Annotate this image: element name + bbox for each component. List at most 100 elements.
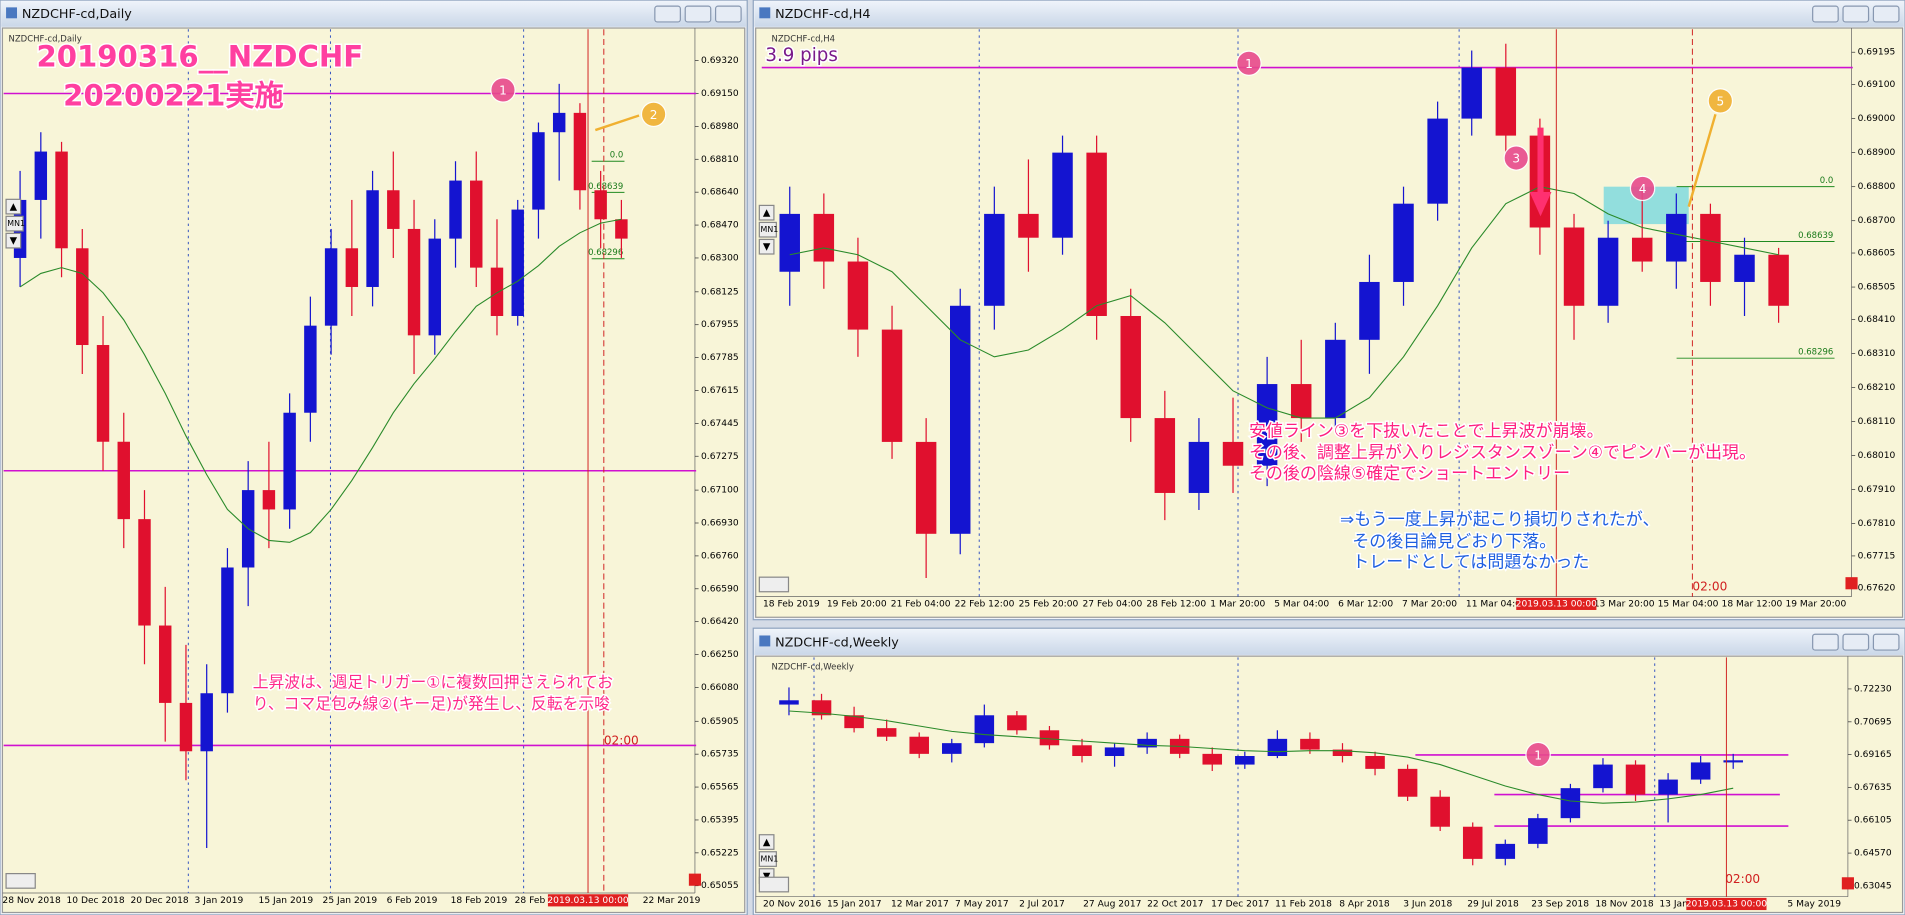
candle-body [55, 151, 68, 249]
y-tick-label: 0.67100 [701, 486, 739, 496]
y-tick-label: 0.66105 [1854, 816, 1892, 826]
window-button[interactable] [1842, 633, 1870, 651]
symbol-label: NZDCHF-cd,Daily [9, 34, 82, 44]
title-bar [754, 629, 1904, 655]
marker-circle [490, 77, 516, 103]
window-button[interactable] [654, 5, 681, 23]
symbol-label: NZDCHF-cd,H4 [771, 34, 835, 44]
title-bar [1, 1, 746, 27]
candle-body [1593, 764, 1613, 789]
window-button[interactable] [684, 5, 712, 23]
x-tick-label: 19 Feb 20:00 [827, 599, 887, 609]
scroll-up-button[interactable] [758, 834, 775, 850]
y-tick-label: 0.65055 [701, 881, 739, 891]
candle-body [1188, 441, 1210, 493]
candle-body [1052, 152, 1073, 238]
shift-button[interactable] [758, 876, 790, 893]
y-tick-label: 0.69165 [1854, 750, 1892, 760]
scroll-up-button[interactable] [758, 204, 775, 221]
zoom-button[interactable] [688, 873, 702, 886]
window-button[interactable] [1812, 5, 1839, 23]
x-tick-label: 2 Jul 2017 [1019, 899, 1065, 909]
candle-body [915, 441, 937, 534]
window-button[interactable] [714, 5, 742, 23]
moving-average [789, 186, 1779, 419]
fib-level-label: 0.0 [610, 151, 624, 161]
zoom-button[interactable] [1845, 577, 1858, 590]
y-tick-label: 0.67955 [701, 320, 739, 330]
shift-button[interactable] [758, 576, 790, 593]
candle-body [1290, 384, 1312, 419]
annotation: 20200221実施 [63, 78, 284, 112]
window-button[interactable] [1872, 633, 1900, 651]
x-tick-label: 5 May 2019 [1787, 899, 1841, 909]
scroll-down-button[interactable] [758, 238, 775, 255]
y-tick-label: 0.67615 [701, 386, 739, 396]
scroll-up-button[interactable] [5, 198, 22, 215]
window-icon [759, 635, 771, 647]
x-tick-label: 18 Feb 2019 [451, 896, 508, 906]
marker-arrow [1687, 113, 1717, 207]
x-tick-label: 19 Mar 20:00 [1785, 599, 1846, 609]
candle-body [1202, 753, 1223, 765]
x-tick-label: 13 Mar 20:00 [1594, 599, 1655, 609]
y-tick-label: 0.70695 [1854, 717, 1892, 727]
y-tick-label: 0.68470 [701, 221, 739, 231]
y-tick-label: 0.65735 [701, 750, 739, 760]
candle-body [779, 700, 799, 705]
candle-body [1222, 441, 1244, 466]
x-tick-label: 22 Mar 2019 [643, 896, 701, 906]
marker-number: 1 [1245, 57, 1253, 71]
marker-circle [1525, 741, 1551, 768]
candle-body [876, 728, 897, 737]
marker-number: 1 [499, 84, 507, 98]
candle-body [1007, 715, 1027, 731]
y-tick-label: 0.64570 [1854, 849, 1892, 859]
y-tick-label: 0.68110 [1858, 417, 1896, 427]
candle-body [1430, 796, 1450, 827]
candle-body [324, 248, 338, 326]
candle-body [1256, 384, 1278, 466]
scroll-down-button[interactable] [5, 232, 22, 249]
zoom-button[interactable] [1841, 877, 1854, 890]
candle-body [1631, 237, 1653, 262]
x-tick-label: 17 Dec 2017 [1211, 899, 1269, 909]
annotation: その後の陰線⑤確定でショートエントリー [1249, 464, 1570, 484]
timeframe-button[interactable] [758, 851, 777, 867]
moving-average [788, 710, 1734, 804]
candle-body [615, 219, 628, 239]
timeframe-button[interactable] [758, 221, 777, 238]
y-tick-label: 0.68900 [1858, 148, 1896, 158]
annotation: ⇒もう一度上昇が起こり損切りされたが、 [1340, 510, 1659, 530]
candle-body [1658, 779, 1678, 795]
y-tick-label: 0.68640 [701, 188, 739, 198]
x-tick-label: 23 Sep 2018 [1531, 899, 1589, 909]
annotation: 02:00 [604, 734, 639, 748]
x-tick-label: 25 Feb 20:00 [1019, 599, 1079, 609]
fib-level-label: 0.68639 [1798, 231, 1833, 241]
candle-body [552, 112, 566, 133]
timeframe-button[interactable] [5, 215, 24, 232]
y-tick-label: 0.69320 [701, 56, 739, 66]
candle-body [811, 700, 832, 716]
x-tick-label: 27 Aug 2017 [1083, 899, 1142, 909]
x-tick-label: 12 Mar 2017 [891, 899, 949, 909]
candle-body [1495, 843, 1516, 859]
x-tick-label: 5 Mar 04:00 [1274, 599, 1329, 609]
y-tick-label: 0.67810 [1858, 519, 1896, 529]
annotation: 上昇波は、週足トリガー①に複数回押さえられてお [253, 672, 613, 691]
candle-body [1300, 738, 1320, 750]
candle-body [283, 412, 296, 510]
y-tick-label: 0.65395 [701, 815, 739, 825]
window-button[interactable] [1812, 633, 1839, 651]
window-button[interactable] [1872, 5, 1900, 23]
y-tick-label: 0.68010 [1858, 451, 1896, 461]
shift-button[interactable] [5, 873, 36, 889]
window-button[interactable] [1842, 5, 1870, 23]
y-tick-label: 0.66930 [701, 518, 739, 528]
candle-body [1137, 738, 1157, 748]
annotation: 20190316__NZDCHF [36, 39, 363, 73]
annotation: 02:00 [1725, 872, 1760, 886]
marker-number: 2 [650, 108, 658, 122]
